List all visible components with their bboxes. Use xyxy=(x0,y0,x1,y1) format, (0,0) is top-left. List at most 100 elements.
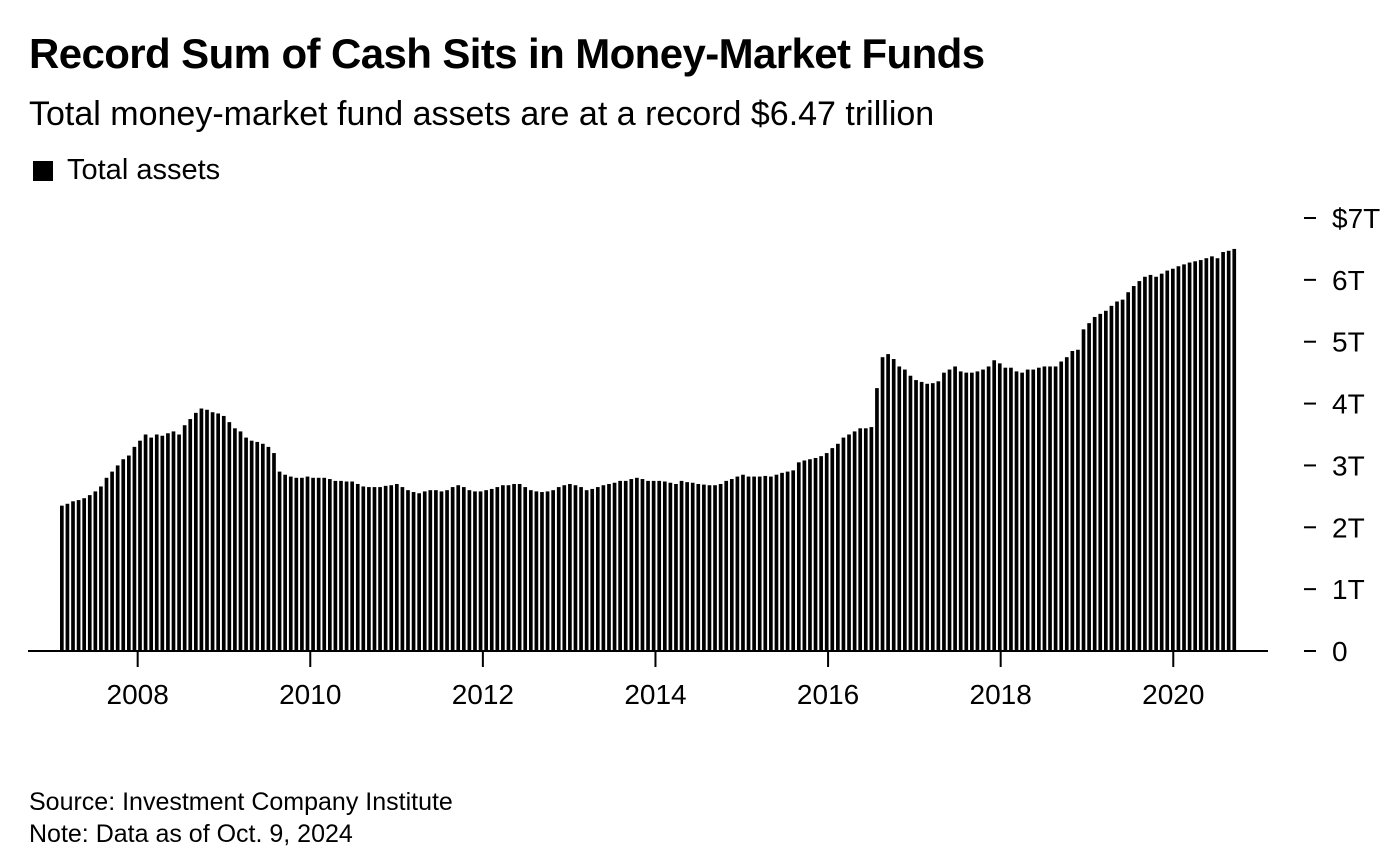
bar xyxy=(367,487,371,651)
bar xyxy=(316,477,321,651)
bar xyxy=(836,443,840,651)
bar xyxy=(372,487,377,651)
bar xyxy=(690,482,695,651)
bar xyxy=(808,459,812,651)
bar xyxy=(182,425,187,651)
bar xyxy=(87,495,92,651)
bar xyxy=(841,437,846,651)
bar xyxy=(607,483,611,651)
bar xyxy=(238,431,243,651)
bar xyxy=(523,487,528,651)
x-tick-label: 2010 xyxy=(279,679,341,710)
bar xyxy=(1137,281,1142,651)
bar xyxy=(635,477,639,651)
bar xyxy=(847,434,851,651)
bar xyxy=(618,480,622,651)
legend-swatch-total-assets xyxy=(33,160,53,181)
bar xyxy=(1003,367,1008,651)
y-axis: 0 1T 2T 3T 4T 5T 6T $7T xyxy=(1304,203,1380,667)
bar xyxy=(1232,248,1237,651)
bar xyxy=(473,491,477,651)
bar xyxy=(132,446,137,651)
bar xyxy=(378,487,382,651)
bar xyxy=(434,490,438,651)
bar xyxy=(930,383,935,651)
bar xyxy=(1031,369,1036,651)
bar xyxy=(260,443,265,651)
bar xyxy=(355,483,360,651)
bar xyxy=(595,487,600,651)
bar xyxy=(1070,350,1075,651)
bar xyxy=(506,485,511,651)
bar xyxy=(121,459,126,651)
bar xyxy=(1182,264,1186,651)
bar xyxy=(350,481,354,651)
bar xyxy=(1131,286,1136,651)
y-tick-label: 2T xyxy=(1332,512,1365,543)
bar xyxy=(283,474,287,651)
bar xyxy=(1159,273,1164,651)
bar xyxy=(394,483,399,651)
bar xyxy=(713,485,717,651)
x-tick-label: 2016 xyxy=(797,679,859,710)
bar xyxy=(1154,276,1158,651)
bar xyxy=(914,380,918,651)
bar xyxy=(93,491,98,651)
bar xyxy=(1042,366,1047,651)
chart-subtitle: Total money-market fund assets are at a … xyxy=(29,95,935,133)
bar xyxy=(718,483,723,651)
bar xyxy=(1048,366,1052,651)
bar xyxy=(478,491,483,651)
x-tick-label: 2008 xyxy=(107,679,169,710)
bar xyxy=(774,474,779,651)
bar xyxy=(696,483,701,651)
bar xyxy=(517,483,522,651)
bar xyxy=(1053,366,1058,651)
bar xyxy=(110,471,114,651)
x-tick-label: 2018 xyxy=(970,679,1032,710)
bar xyxy=(869,427,874,651)
y-tick-label: 1T xyxy=(1332,574,1365,605)
bar xyxy=(205,409,209,651)
y-tick-label: 6T xyxy=(1332,265,1365,296)
bar xyxy=(942,372,946,651)
bar xyxy=(646,480,650,651)
bar xyxy=(244,437,248,651)
bar xyxy=(1215,258,1220,651)
bar xyxy=(339,480,343,651)
bar xyxy=(71,501,75,651)
bar xyxy=(1064,357,1069,651)
bar xyxy=(82,498,87,651)
bar xyxy=(1143,276,1147,651)
bar xyxy=(417,493,421,651)
bar xyxy=(830,448,835,651)
bar xyxy=(925,383,930,651)
bar xyxy=(568,483,572,651)
bar xyxy=(746,476,751,651)
bar xyxy=(863,428,868,651)
bar xyxy=(512,483,516,651)
bar xyxy=(997,363,1002,651)
y-tick-label: $7T xyxy=(1332,203,1380,234)
bar xyxy=(1076,349,1080,651)
bar xyxy=(467,490,472,651)
bar xyxy=(757,476,762,651)
bar xyxy=(227,422,232,651)
bar xyxy=(1120,299,1125,651)
bar xyxy=(919,381,924,651)
bar xyxy=(450,487,455,651)
bar xyxy=(763,475,768,651)
bar xyxy=(657,480,662,651)
bar xyxy=(702,484,706,651)
bar xyxy=(422,491,427,651)
bar xyxy=(439,491,444,651)
bar xyxy=(674,483,678,651)
bar xyxy=(104,477,109,651)
bar xyxy=(428,490,433,651)
bar xyxy=(216,413,220,651)
bar xyxy=(741,474,745,651)
bar xyxy=(1165,270,1170,651)
bar xyxy=(573,485,578,651)
bar xyxy=(199,408,204,651)
